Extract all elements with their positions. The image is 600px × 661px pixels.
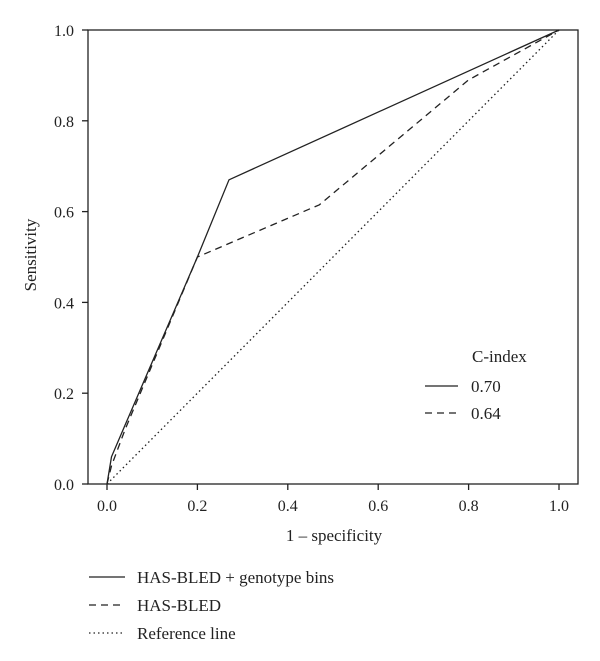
x-tick-label: 0.8: [459, 498, 479, 515]
y-tick-label: 0.4: [54, 295, 74, 312]
y-axis-ticks: 0.0 0.2 0.4 0.6 0.8 1.0: [54, 23, 88, 494]
bottom-legend-label-solid: HAS-BLED + genotype bins: [137, 568, 334, 587]
series-line-solid: [106, 29, 560, 485]
y-tick-label: 0.0: [54, 477, 74, 494]
x-tick-label: 0.6: [368, 498, 388, 515]
x-tick-label: 0.4: [278, 498, 298, 515]
series-line-dashed: [106, 29, 560, 485]
y-tick-label: 0.6: [54, 205, 74, 222]
x-tick-label: 0.0: [97, 498, 117, 515]
x-axis-title: 1 – specificity: [286, 526, 383, 545]
plot-frame: [87, 29, 579, 485]
y-axis-title: Sensitivity: [21, 218, 40, 291]
y-tick-label: 0.2: [54, 386, 74, 403]
x-axis-ticks: 0.0 0.2 0.4 0.6 0.8 1.0: [97, 484, 569, 515]
bottom-legend-label-dashed: HAS-BLED: [137, 596, 221, 615]
y-tick-label: 0.8: [54, 114, 74, 131]
inset-legend: C-index 0.70 0.64: [425, 347, 527, 423]
inset-legend-title: C-index: [472, 347, 527, 366]
x-tick-label: 1.0: [549, 498, 569, 515]
inset-legend-label-dashed: 0.64: [471, 404, 501, 423]
x-tick-label: 0.2: [187, 498, 207, 515]
inset-legend-label-solid: 0.70: [471, 377, 501, 396]
series-line-dotted: [106, 29, 560, 485]
bottom-legend-label-dotted: Reference line: [137, 624, 236, 643]
bottom-legend: HAS-BLED + genotype bins HAS-BLED Refere…: [89, 568, 334, 643]
series-layer: [106, 29, 560, 485]
y-tick-label: 1.0: [54, 23, 74, 40]
